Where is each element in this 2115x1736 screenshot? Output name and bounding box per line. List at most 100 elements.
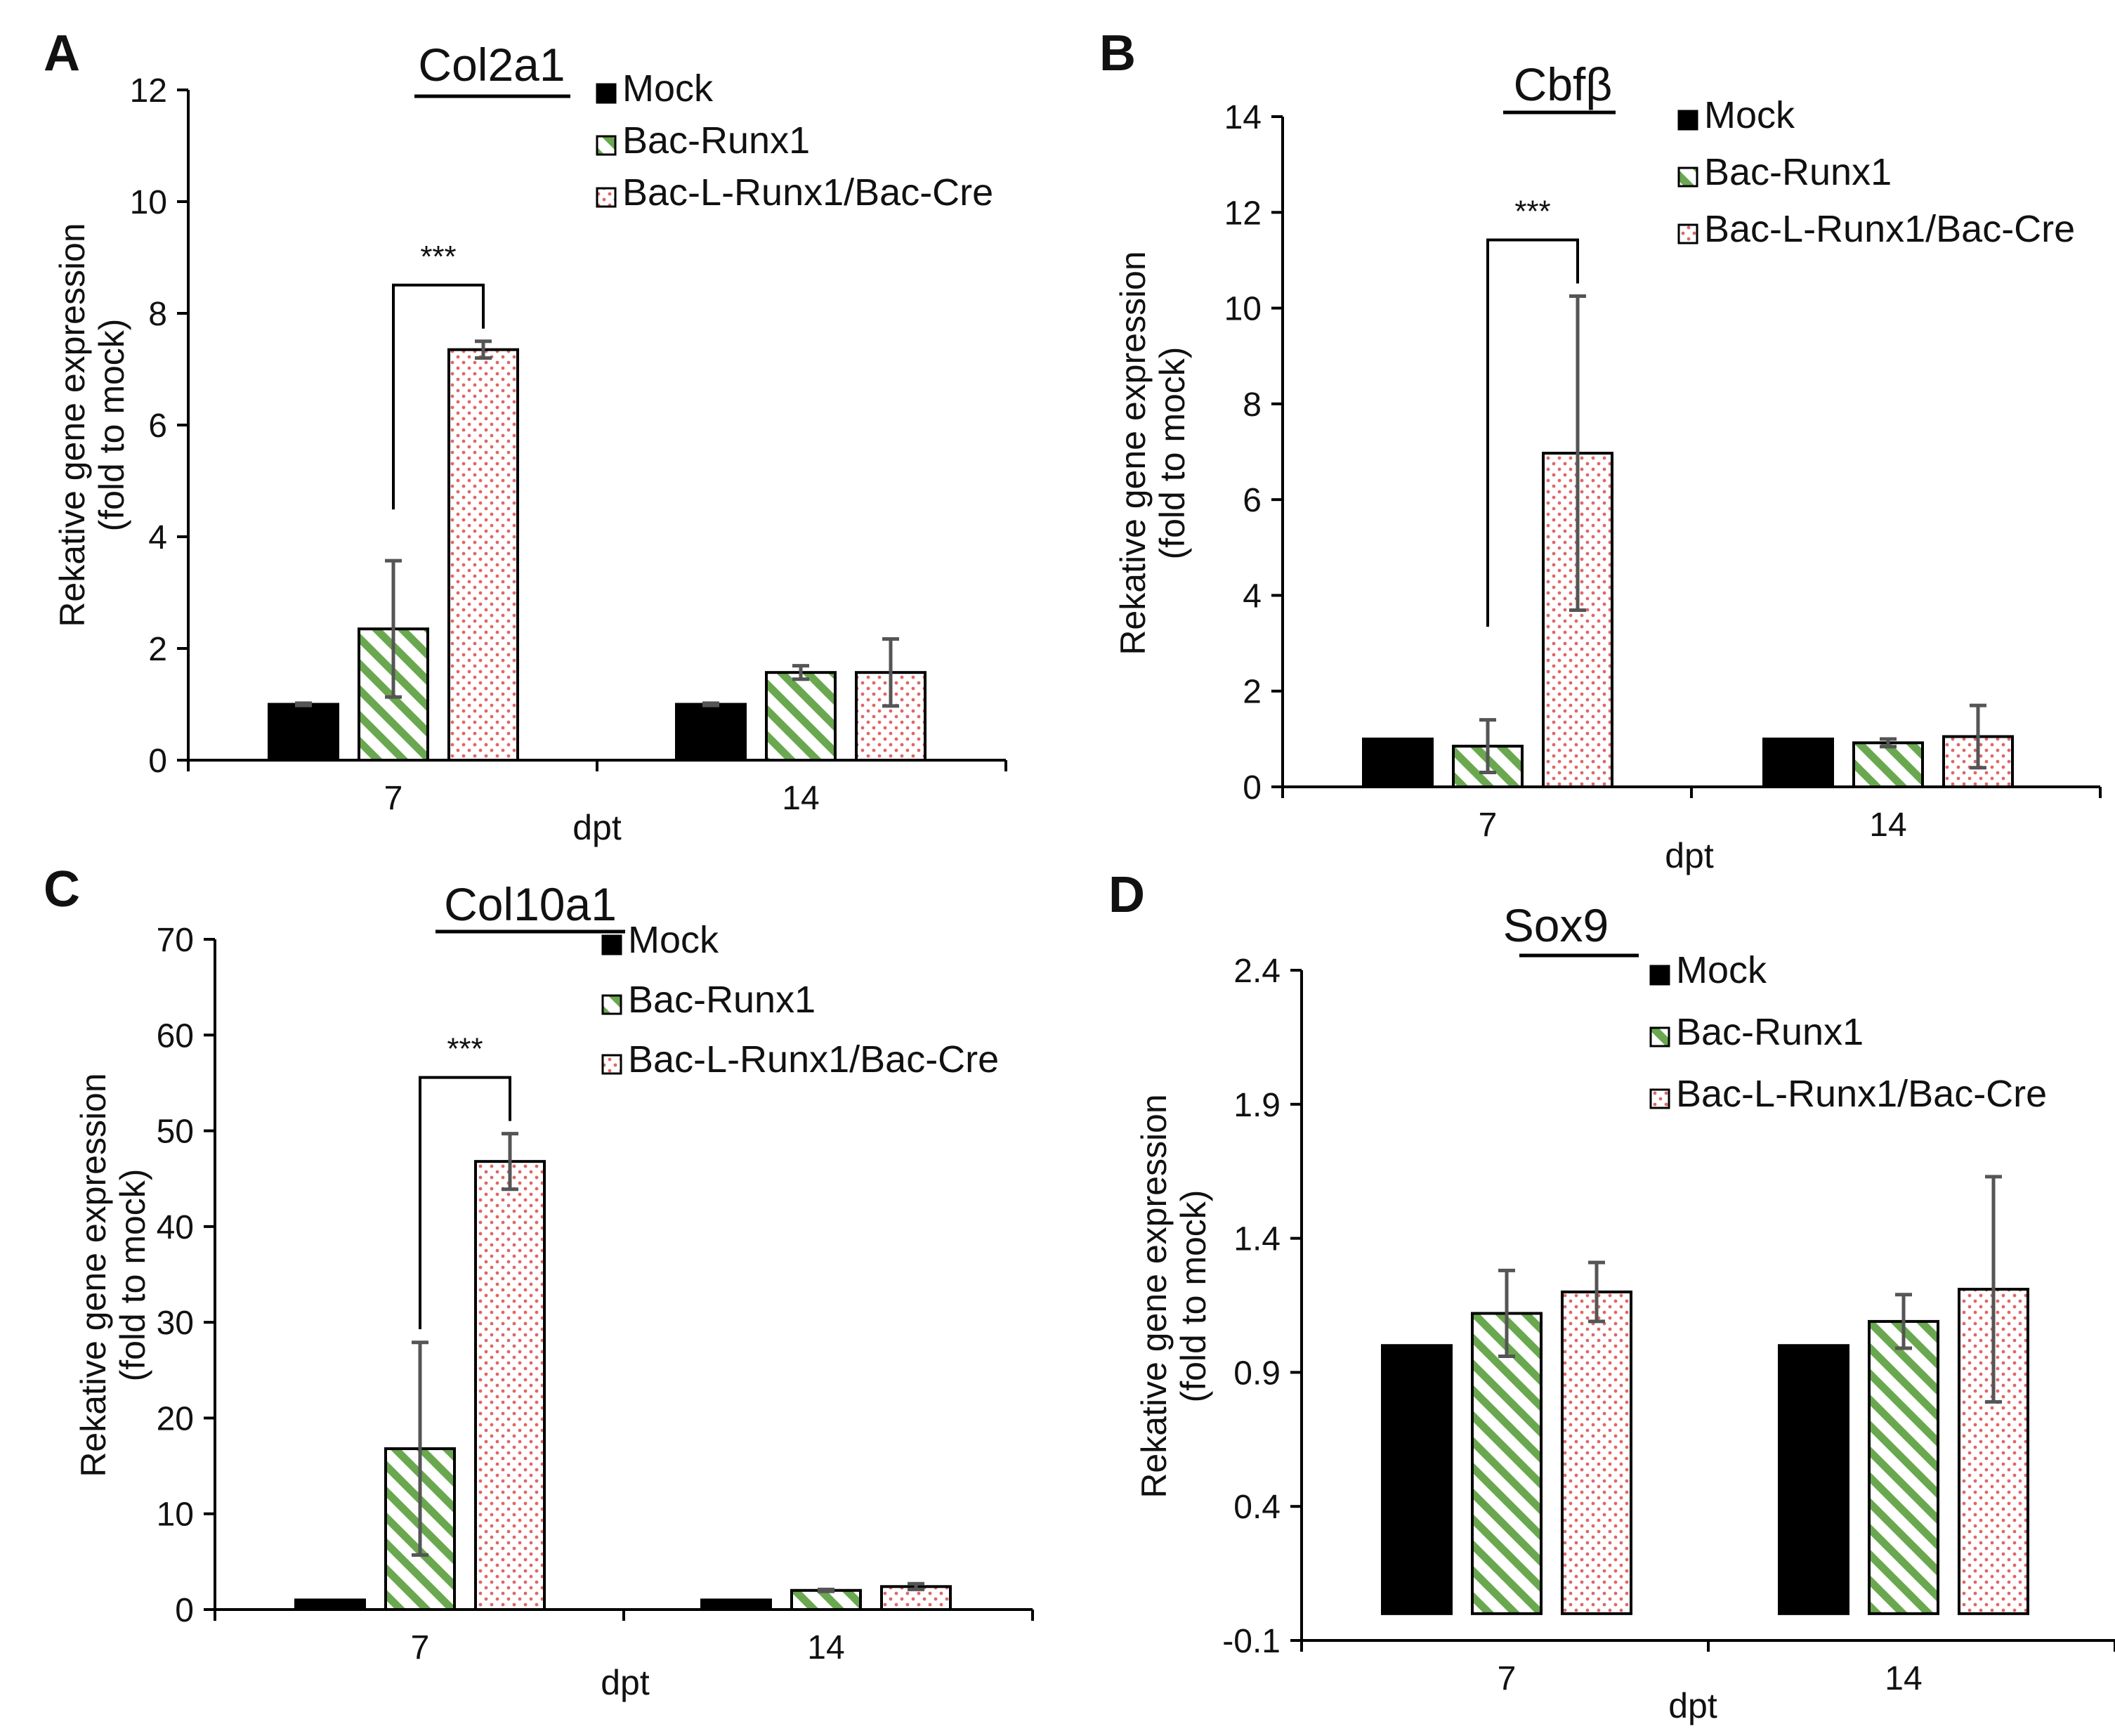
y-tick-label: 60 (157, 1017, 194, 1055)
y-tick-label: 0 (175, 1592, 194, 1629)
legend-swatch (1677, 223, 1698, 244)
y-tick-label: 0 (148, 743, 167, 780)
bar-mock (675, 703, 747, 762)
y-tick-label: 0.9 (1233, 1355, 1281, 1392)
legend-label: Mock (1704, 94, 1795, 136)
y-tick-label: 4 (148, 519, 167, 556)
y-axis-label-line: Rekative gene expression (1134, 1094, 1174, 1498)
bar-bac-l-runx1-bac-cre (474, 1160, 546, 1611)
y-tick-label: 0.4 (1233, 1489, 1281, 1526)
x-axis-label: dpt (1665, 836, 1714, 875)
y-tick-label: 70 (157, 922, 194, 959)
legend-label: Bac-L-Runx1/Bac-Cre (628, 1038, 999, 1081)
bar-mock (294, 1598, 366, 1611)
y-axis-label: Rekative gene expression(fold to mock) (1134, 1094, 1213, 1498)
legend-label: Mock (622, 67, 714, 110)
x-axis-label: dpt (601, 1663, 650, 1702)
y-tick-label: 40 (157, 1209, 194, 1246)
bar-bac-runx1 (790, 1588, 862, 1612)
y-tick-label: 14 (1224, 99, 1262, 136)
y-tick-label: 8 (1243, 386, 1262, 424)
panel-letter: C (44, 861, 80, 918)
legend-swatch (1649, 965, 1670, 986)
legend-swatch (601, 1054, 622, 1075)
y-tick-label: 1.4 (1233, 1221, 1281, 1258)
x-tick-label: 7 (384, 780, 403, 817)
y-axis-label-line: (fold to mock) (113, 1169, 152, 1382)
x-axis-label: dpt (572, 808, 622, 847)
legend-swatch (596, 187, 617, 208)
y-tick-label: 20 (157, 1400, 194, 1437)
bar-bac-runx1 (765, 671, 837, 762)
y-axis-label-line: Rekative gene expression (74, 1073, 113, 1477)
y-axis-label-line: Rekative gene expression (1113, 251, 1153, 655)
significance-bracket (392, 283, 485, 510)
panel-letter: D (1108, 867, 1145, 923)
y-axis-label: Rekative gene expression(fold to mock) (74, 1073, 152, 1477)
bar-mock (1778, 1344, 1849, 1615)
bar-bac-runx1 (1471, 1312, 1543, 1615)
y-axis-label-line: (fold to mock) (92, 319, 131, 532)
legend-label: Bac-Runx1 (622, 119, 810, 162)
bar-mock (700, 1598, 772, 1611)
y-tick-label: 0 (1243, 769, 1262, 807)
bar-mock (268, 703, 339, 762)
x-tick-label: 7 (411, 1629, 430, 1666)
legend-label: Bac-Runx1 (1704, 151, 1892, 193)
chart-panel-a: A Col2a1 0 2 4 6 8 10 12 Rekative gene expression… (44, 25, 1007, 847)
y-tick-label: 2.4 (1233, 953, 1281, 990)
chart-title: Col10a1 (444, 878, 617, 930)
panel-letter: B (1099, 25, 1136, 81)
bar-bac-runx1 (1868, 1319, 1939, 1615)
chart-panel-c: C Col10a1 0 10 20 30 40 50 60 70 Rekative gene exp… (44, 861, 1034, 1702)
x-tick-label: 14 (1869, 807, 1906, 844)
chart-title: Cbfβ (1514, 58, 1613, 110)
y-axis-label-line: Rekative gene expression (53, 223, 92, 627)
panel-letter: A (44, 25, 80, 81)
legend-label: Bac-L-Runx1/Bac-Cre (622, 171, 993, 214)
y-tick-label: 12 (1224, 195, 1262, 232)
legend-swatch (601, 994, 622, 1015)
bar-mock (1762, 737, 1834, 789)
y-tick-label: 30 (157, 1305, 194, 1342)
y-tick-label: 2 (148, 631, 167, 668)
x-tick-label: 7 (1479, 807, 1498, 844)
legend-swatch (1649, 1026, 1670, 1048)
x-tick-label: 14 (1885, 1660, 1922, 1697)
y-tick-label: 1.9 (1233, 1087, 1281, 1124)
legend-label: Mock (628, 919, 719, 961)
significance-bracket (419, 1076, 511, 1330)
bar-bac-l-runx1-bac-cre (1561, 1290, 1632, 1615)
y-tick-label: 10 (130, 184, 167, 221)
y-axis-label: Rekative gene expression(fold to mock) (53, 223, 131, 627)
significance-label: *** (420, 240, 456, 274)
panels: A Col2a1 0 2 4 6 8 10 12 Rekative gene expression… (44, 25, 2115, 1725)
y-tick-label: 12 (130, 72, 167, 110)
legend-swatch (1677, 167, 1698, 188)
significance-bracket (1486, 238, 1579, 627)
legend-swatch (596, 83, 617, 104)
legend-swatch (596, 135, 617, 156)
y-tick-label: 6 (148, 407, 167, 445)
y-tick-label: 50 (157, 1114, 194, 1151)
y-tick-label: 4 (1243, 577, 1262, 615)
x-tick-label: 14 (807, 1629, 844, 1666)
y-tick-label: 6 (1243, 482, 1262, 519)
legend-swatch (601, 934, 622, 955)
y-tick-label: 2 (1243, 674, 1262, 711)
bar-mock (1362, 737, 1434, 789)
x-axis-label: dpt (1668, 1686, 1717, 1725)
legend-label: Bac-L-Runx1/Bac-Cre (1676, 1073, 2047, 1115)
legend-swatch (1649, 1088, 1670, 1109)
legend-swatch (1677, 110, 1698, 131)
y-axis-label-line: (fold to mock) (1153, 347, 1192, 560)
legend-label: Bac-Runx1 (628, 979, 816, 1021)
bar-mock (1381, 1344, 1453, 1615)
bar-bac-runx1 (1852, 741, 1924, 789)
chart-panel-b: B Cbfβ 0 2 4 6 8 10 12 14 Rekative gene expression… (1099, 25, 2102, 875)
y-tick-label: 10 (1224, 291, 1262, 328)
legend-label: Bac-L-Runx1/Bac-Cre (1704, 208, 2075, 250)
y-tick-label: 8 (148, 296, 167, 333)
significance-label: *** (1514, 195, 1550, 229)
